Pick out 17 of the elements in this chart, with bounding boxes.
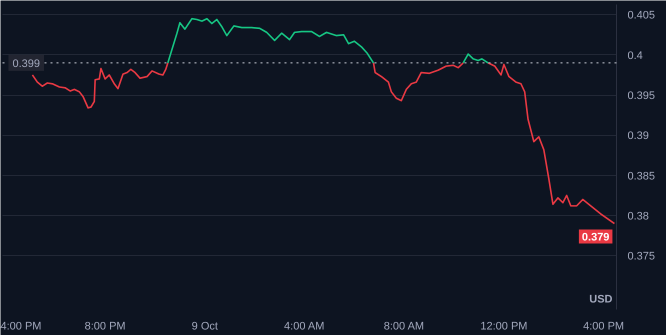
x-tick-label: 12:00 PM [480, 320, 528, 332]
y-tick-label: 0.4 [628, 50, 643, 62]
annotation: 0.379 [582, 232, 610, 244]
annotation: USD [589, 294, 613, 306]
x-tick-label: 4:00 PM [583, 320, 624, 332]
y-tick-label: 0.39 [628, 130, 649, 142]
y-tick-label: 0.405 [628, 10, 656, 22]
x-tick-label: 4:00 PM [0, 320, 42, 332]
x-tick-label: 8:00 PM [84, 320, 126, 332]
y-tick-label: 0.38 [628, 210, 649, 223]
y-tick-label: 0.395 [628, 90, 656, 102]
ref-line-label: 0.399 [12, 58, 40, 70]
x-tick-label: 9 Oct [192, 320, 218, 332]
x-tick-label: 8:00 AM [384, 320, 424, 332]
y-tick-label: 0.375 [628, 250, 656, 263]
x-tick-label: 4:00 AM [284, 320, 324, 332]
y-tick-label: 0.385 [628, 170, 656, 182]
